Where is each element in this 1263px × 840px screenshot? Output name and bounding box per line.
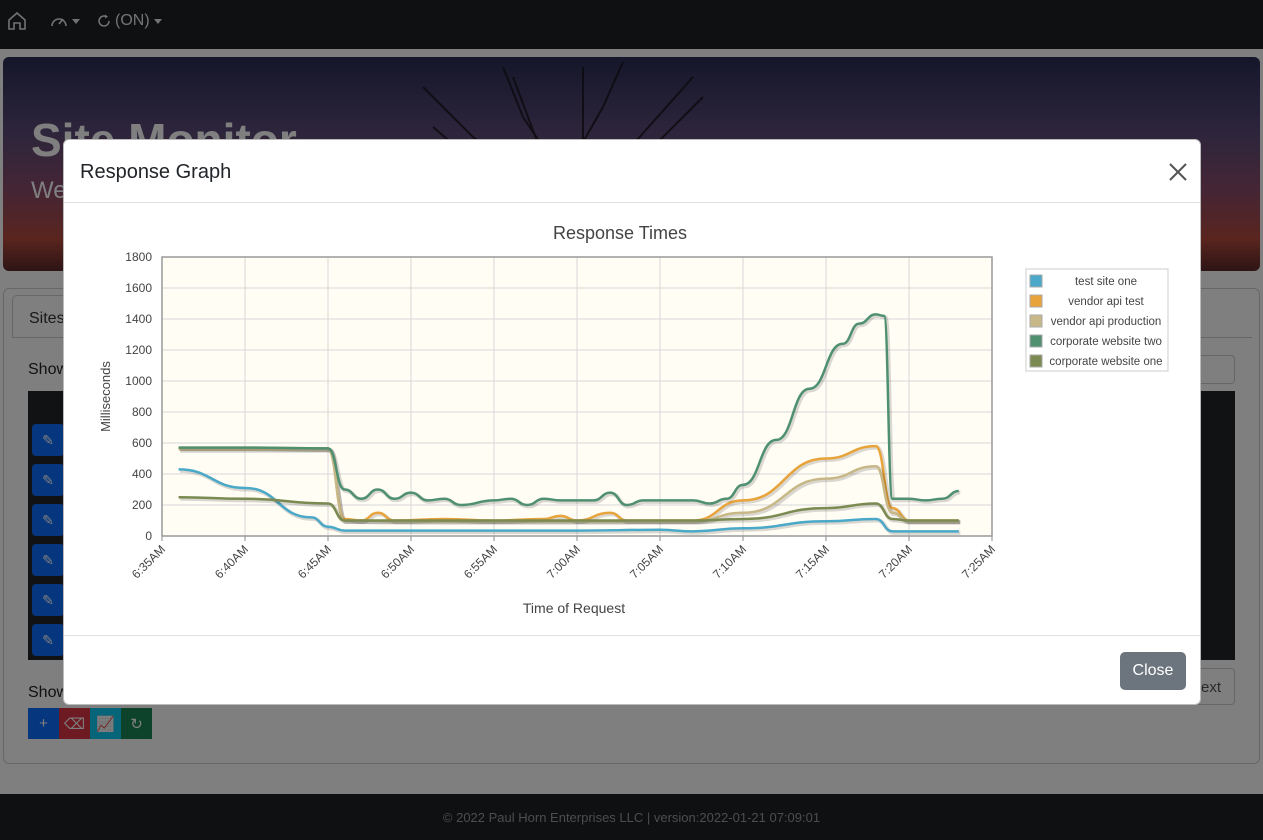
x-tick-label: 6:55AM — [461, 542, 500, 581]
response-graph-modal: Response Graph Response Times 0 200 400 600… — [63, 139, 1201, 705]
legend-label: vendor api test — [1068, 296, 1144, 308]
modal-header: Response Graph — [64, 140, 1200, 203]
y-tick-label: 800 — [132, 405, 152, 419]
modal-title: Response Graph — [80, 161, 232, 183]
response-times-chart: Response Times 0 200 400 600 800 1000 1200 1400… — [98, 223, 1169, 616]
series-line — [178, 496, 959, 522]
y-tick-label: 0 — [145, 529, 152, 543]
legend-swatch — [1029, 274, 1043, 288]
chart-series — [178, 313, 961, 535]
x-axis-ticks: 6:35AM 6:40AM 6:45AM 6:50AM 6:55AM 7:00AM 7:05… — [129, 536, 998, 581]
x-tick-label: 6:40AM — [212, 542, 251, 581]
y-tick-label: 200 — [132, 498, 152, 512]
x-axis-label: Time of Request — [523, 600, 625, 616]
legend-swatch — [1029, 334, 1043, 348]
y-axis-ticks: 0 200 400 600 800 1000 1200 1400 1600 1800 — [125, 250, 152, 543]
y-axis-label: Milliseconds — [98, 361, 113, 432]
chart-legend: test site one vendor api test vendor api p… — [1025, 268, 1169, 372]
legend-swatch — [1029, 294, 1043, 308]
y-tick-label: 1400 — [125, 312, 152, 326]
close-icon[interactable] — [1164, 158, 1192, 186]
x-tick-label: 7:10AM — [710, 542, 749, 581]
legend-label: corporate website one — [1049, 356, 1162, 368]
modal-footer: Close — [64, 635, 1200, 705]
series-line — [178, 313, 959, 507]
x-tick-label: 7:05AM — [627, 542, 666, 581]
y-tick-label: 600 — [132, 436, 152, 450]
x-tick-label: 7:20AM — [876, 542, 915, 581]
x-tick-label: 7:25AM — [959, 542, 998, 581]
y-tick-label: 1200 — [125, 343, 152, 357]
x-tick-label: 6:50AM — [378, 542, 417, 581]
x-tick-label: 7:00AM — [544, 542, 583, 581]
legend-swatch — [1029, 354, 1043, 368]
series-line — [178, 468, 959, 533]
series-line — [178, 444, 959, 522]
y-tick-label: 400 — [132, 467, 152, 481]
x-tick-label: 6:45AM — [295, 542, 334, 581]
x-tick-label: 6:35AM — [129, 542, 168, 581]
close-button[interactable]: Close — [1120, 652, 1186, 690]
legend-label: vendor api production — [1051, 316, 1162, 328]
plot-border — [161, 256, 993, 537]
y-tick-label: 1000 — [125, 374, 152, 388]
legend-swatch — [1029, 314, 1043, 328]
legend-box — [1025, 268, 1169, 372]
chart-title: Response Times — [553, 223, 687, 243]
y-tick-label: 1800 — [125, 250, 152, 264]
legend-label: corporate website two — [1050, 336, 1162, 348]
legend-label: test site one — [1075, 276, 1137, 288]
y-tick-label: 1600 — [125, 281, 152, 295]
x-tick-label: 7:15AM — [793, 542, 832, 581]
